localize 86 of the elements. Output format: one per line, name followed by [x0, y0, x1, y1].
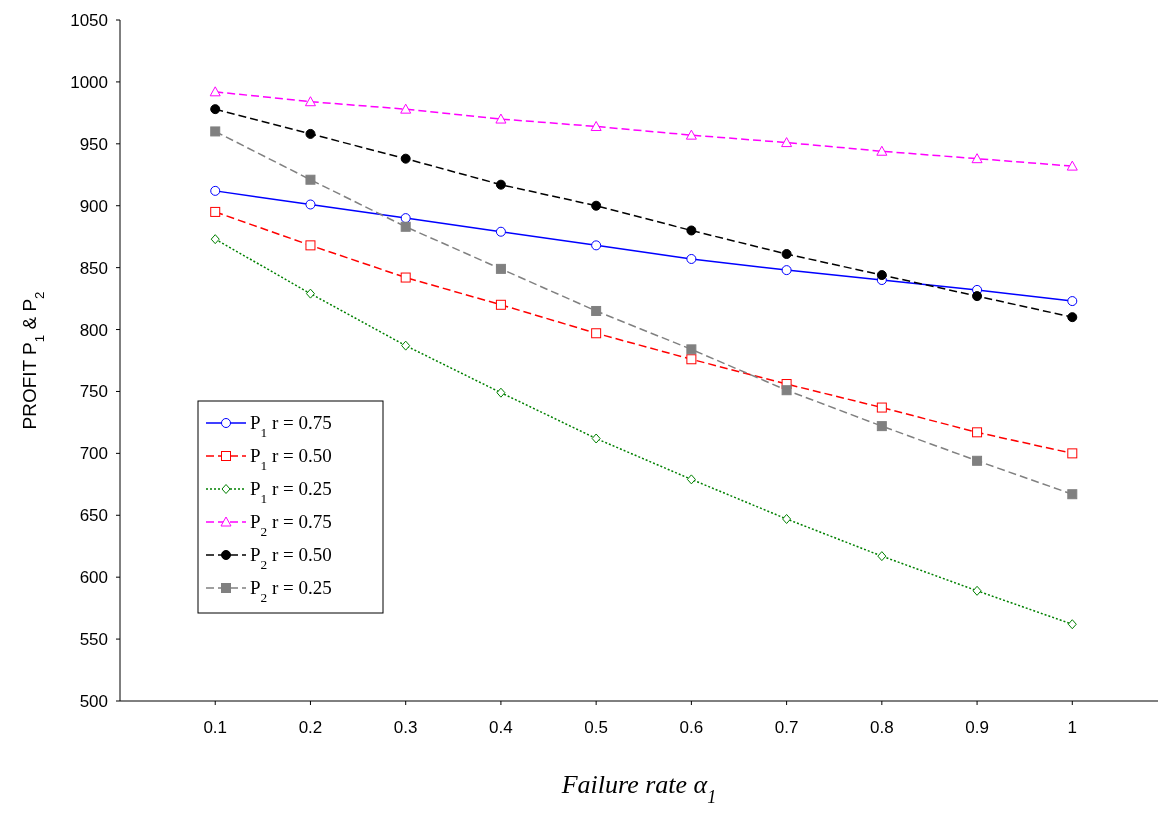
x-tick-label: 0.8: [870, 718, 894, 737]
legend-label: P$_{2}$ r = 0.50: [250, 544, 332, 572]
point: [305, 199, 316, 210]
x-tick-label: 0.5: [584, 718, 608, 737]
point: [495, 299, 506, 310]
y-tick-label: 650: [79, 506, 108, 526]
point: [686, 344, 697, 355]
point: [1067, 448, 1078, 459]
point: [495, 179, 506, 190]
point: [210, 104, 221, 115]
legend-label: P$_{2}$ r = 0.25: [250, 577, 332, 605]
y-tick-label: 1000: [70, 72, 108, 92]
point: [591, 433, 601, 444]
x-tick-label: 1: [1067, 718, 1078, 737]
legend-label: P$_{1}$ r = 0.50: [250, 445, 332, 473]
point: [1067, 296, 1078, 307]
point: [400, 153, 411, 164]
point: [972, 291, 983, 302]
point: [876, 145, 888, 156]
point: [590, 120, 602, 131]
point: [210, 206, 221, 217]
point: [1067, 489, 1078, 500]
y-tick-label: 950: [79, 134, 108, 154]
y-tick-label: 800: [79, 320, 108, 340]
x-tick-label: 0.2: [298, 718, 323, 737]
point: [495, 226, 506, 237]
x-tick-label: 0.7: [774, 718, 799, 737]
point: [781, 265, 792, 276]
point: [686, 253, 697, 264]
point: [591, 240, 602, 251]
point: [685, 129, 697, 140]
point: [495, 113, 507, 124]
y-tick-label: 500: [79, 692, 108, 711]
point: [400, 103, 412, 114]
point: [209, 86, 221, 97]
point: [1066, 160, 1078, 171]
point: [305, 240, 316, 251]
point: [781, 137, 793, 148]
point: [401, 340, 411, 351]
point: [305, 128, 316, 139]
point: [400, 272, 411, 283]
point: [781, 385, 792, 396]
point: [1067, 312, 1078, 323]
x-axis-title: Failure rate α$_{1}$: [560, 770, 717, 807]
point: [876, 270, 887, 281]
y-tick-label: 1050: [70, 11, 108, 30]
point: [1067, 619, 1077, 630]
point: [686, 474, 696, 485]
y-tick-label: 750: [79, 382, 108, 402]
point: [972, 455, 983, 466]
point: [591, 328, 602, 339]
x-tick-label: 0.4: [489, 718, 513, 737]
x-tick-label: 0.3: [393, 718, 418, 737]
y-tick-label: 700: [79, 444, 108, 464]
point: [781, 249, 792, 260]
y-tick-label: 900: [79, 196, 108, 216]
point: [496, 387, 506, 398]
point: [304, 96, 316, 107]
point: [877, 551, 887, 562]
y-tick-label: 850: [79, 258, 108, 278]
legend-label: P$_{2}$ r = 0.75: [250, 511, 332, 539]
point: [686, 354, 697, 365]
point: [876, 402, 887, 413]
point: [876, 421, 887, 432]
x-tick-label: 0.1: [203, 718, 228, 737]
point: [305, 288, 315, 299]
x-tick-label: 0.9: [965, 718, 989, 737]
point: [400, 221, 411, 232]
point: [210, 185, 221, 196]
point: [210, 126, 221, 137]
y-tick-label: 600: [79, 568, 108, 588]
point: [782, 513, 792, 524]
point: [686, 225, 697, 236]
point: [972, 427, 983, 438]
point: [305, 174, 316, 185]
legend-label: P$_{1}$ r = 0.75: [250, 412, 332, 440]
legend-label: P$_{1}$ r = 0.25: [250, 478, 332, 506]
point: [591, 200, 602, 211]
point: [495, 263, 506, 274]
x-tick-label: 0.6: [679, 718, 704, 737]
point: [972, 585, 982, 596]
point: [210, 234, 220, 245]
point: [971, 153, 983, 164]
point: [591, 305, 602, 316]
point: [400, 213, 411, 224]
y-tick-label: 550: [79, 630, 108, 650]
